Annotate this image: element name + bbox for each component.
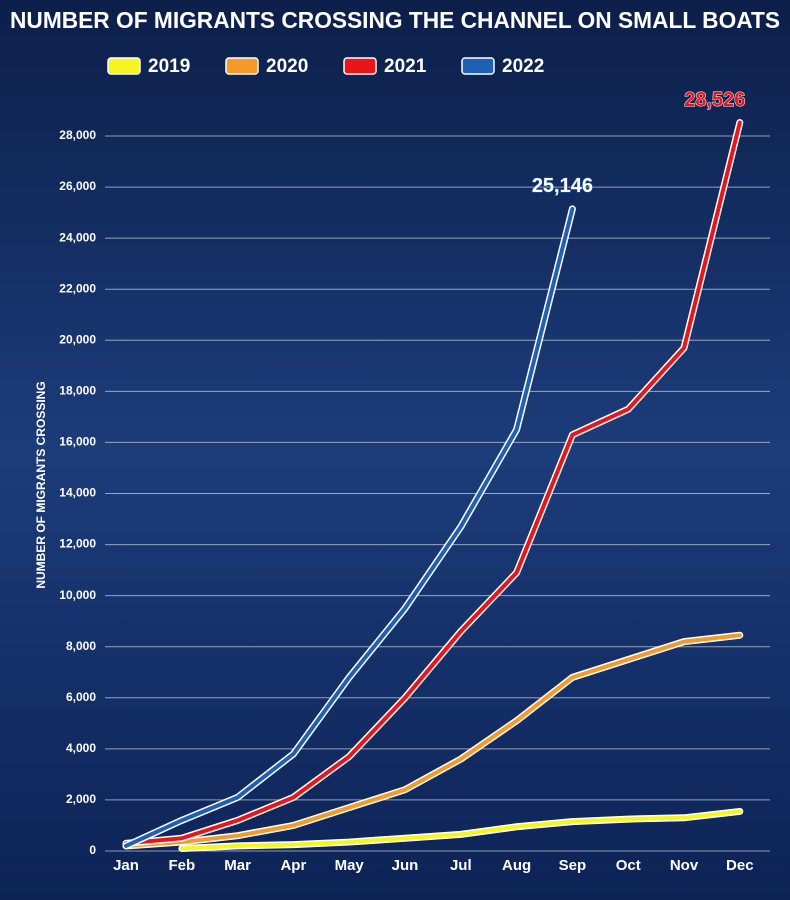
x-tick-label: Jul [450,857,472,874]
y-tick-label: 4,000 [66,741,96,755]
y-tick-label: 0 [89,843,96,857]
x-tick-label: Nov [670,857,699,874]
y-tick-label: 6,000 [66,690,96,704]
x-tick-label: Oct [616,857,641,874]
y-tick-label: 16,000 [59,435,96,449]
y-tick-label: 26,000 [59,179,96,193]
x-tick-label: Dec [726,857,754,874]
legend-label: 2020 [266,56,308,77]
chart-title: NUMBER OF MIGRANTS CROSSING THE CHANNEL … [10,7,780,33]
y-axis-label: NUMBER OF MIGRANTS CROSSING [34,381,48,588]
legend-label: 2021 [384,56,427,77]
legend-swatch [225,57,259,75]
legend-swatch [107,57,141,75]
y-tick-label: 10,000 [59,588,96,602]
x-tick-label: Apr [280,857,306,874]
series-line [124,120,742,846]
y-tick-label: 12,000 [59,537,96,551]
y-tick-label: 14,000 [59,486,96,500]
legend-swatch [461,57,495,75]
x-tick-label: May [335,857,365,874]
x-tick-label: Feb [168,857,195,874]
legend-swatch [343,57,377,75]
y-tick-label: 22,000 [59,281,96,295]
x-tick-label: Jun [392,857,419,874]
value-label: 28,526 [684,89,745,111]
series-line [124,633,742,848]
legend-label: 2022 [502,56,544,77]
y-tick-label: 8,000 [66,639,96,653]
x-tick-label: Sep [559,857,587,874]
x-tick-label: Jan [113,857,139,874]
x-tick-label: Mar [224,857,251,874]
legend: 2019 2020 2021 2022 [107,56,544,77]
x-tick-label: Aug [502,857,531,874]
y-tick-label: 2,000 [66,792,96,806]
y-tick-label: 18,000 [59,384,96,398]
value-label: 25,146 [532,175,593,197]
series-line [179,809,742,851]
y-tick-label: 28,000 [59,128,96,142]
legend-label: 2019 [148,56,190,77]
y-tick-label: 20,000 [59,332,96,346]
series-line [124,206,575,848]
y-tick-label: 24,000 [59,230,96,244]
